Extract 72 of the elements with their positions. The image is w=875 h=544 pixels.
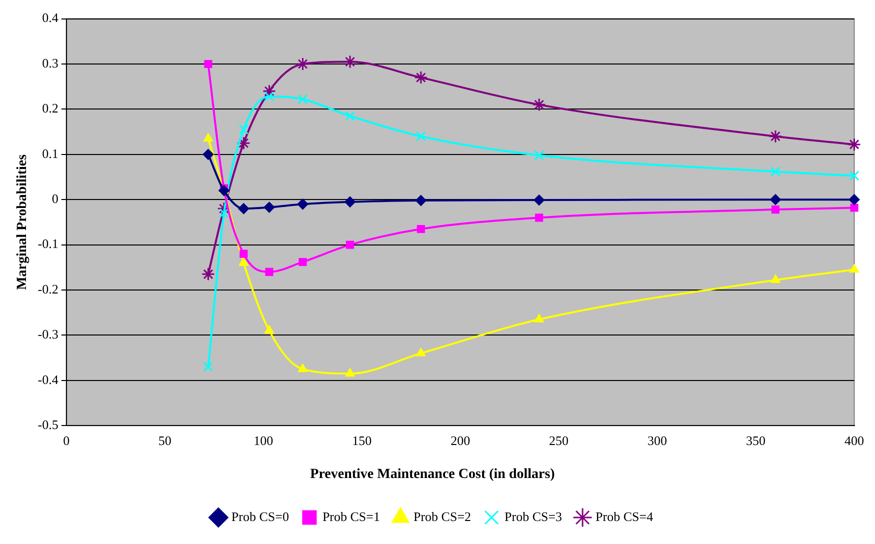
point <box>265 268 274 276</box>
x-tick-label: 0 <box>63 432 70 448</box>
legend-label: Prob CS=2 <box>413 508 472 524</box>
y-tick-label: 0.2 <box>42 100 58 116</box>
point <box>771 206 780 214</box>
point <box>848 194 860 206</box>
point <box>848 138 861 152</box>
point <box>297 198 308 210</box>
point <box>849 264 860 273</box>
point <box>203 362 214 372</box>
point <box>346 240 354 249</box>
point <box>850 204 858 212</box>
y-tick-label: 0 <box>52 191 58 206</box>
point <box>264 92 274 102</box>
x-tick-label: 150 <box>352 432 372 448</box>
point <box>240 250 248 258</box>
x-tick-label: 400 <box>844 432 864 448</box>
point <box>770 166 780 177</box>
x-tick-label: 350 <box>746 432 766 448</box>
point <box>298 364 308 372</box>
point <box>238 203 250 214</box>
point <box>264 325 274 334</box>
point <box>238 124 249 135</box>
point <box>296 57 310 71</box>
point <box>416 224 425 234</box>
legend-label: Prob CS=1 <box>322 508 380 524</box>
point <box>535 214 544 222</box>
y-tick-label: -0.5 <box>38 417 58 432</box>
point <box>343 54 357 68</box>
y-tick-label: 0.4 <box>42 10 59 26</box>
point <box>345 110 356 121</box>
point <box>344 196 356 208</box>
legend-label: Prob CS=0 <box>231 508 289 524</box>
point <box>218 185 230 196</box>
point <box>770 274 780 284</box>
point <box>416 131 426 142</box>
y-tick-label: -0.2 <box>38 281 58 296</box>
point <box>203 133 214 142</box>
point <box>770 194 781 206</box>
legend-label: Prob CS=4 <box>596 508 654 524</box>
point <box>298 94 308 104</box>
y-axis-title: Marginal Probabilities <box>15 154 30 290</box>
x-axis-title: Preventive Maintenance Cost (in dollars) <box>310 467 556 482</box>
y-tick-label: -0.1 <box>38 236 58 252</box>
point <box>204 60 212 68</box>
point <box>534 314 544 322</box>
x-tick-label: 300 <box>648 432 668 448</box>
point <box>415 195 426 206</box>
point <box>849 170 860 181</box>
y-tick-label: -0.4 <box>38 372 59 387</box>
x-tick-label: 250 <box>549 432 569 448</box>
x-tick-label: 50 <box>158 432 172 448</box>
point <box>298 258 307 266</box>
point <box>534 150 544 160</box>
point <box>202 148 214 160</box>
point <box>218 208 229 218</box>
point <box>416 348 426 356</box>
x-tick-label: 100 <box>254 432 274 448</box>
point <box>238 257 248 266</box>
point <box>532 98 546 112</box>
point <box>534 194 545 206</box>
point <box>414 70 428 84</box>
point <box>201 267 215 281</box>
point <box>264 202 275 213</box>
x-tick-label: 200 <box>450 432 470 448</box>
point <box>768 130 782 144</box>
y-tick-label: 0.1 <box>42 146 58 161</box>
y-tick-label: -0.3 <box>38 326 58 342</box>
point <box>236 136 250 150</box>
y-tick-label: 0.3 <box>42 55 58 70</box>
point <box>345 368 355 377</box>
legend-label: Prob CS=3 <box>504 508 562 524</box>
